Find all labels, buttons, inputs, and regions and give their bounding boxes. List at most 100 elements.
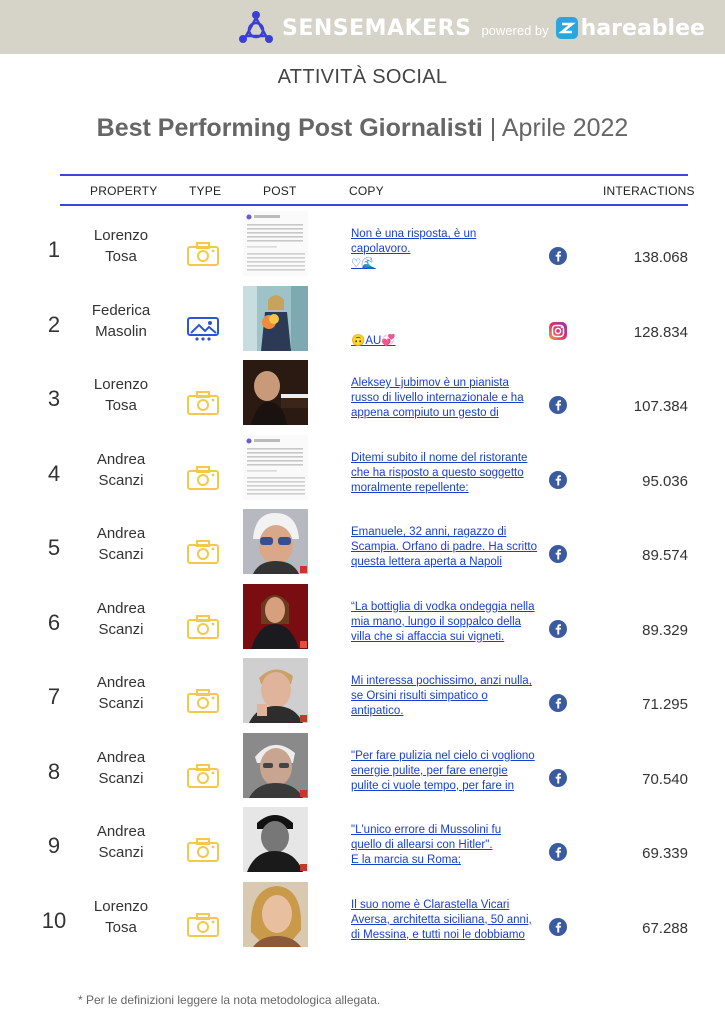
post-copy-line: moralmente repellente: — [351, 481, 469, 494]
table-row: 5 Andrea Scanzi Emanuele, 32 anni, ragazzo … — [0, 507, 725, 581]
post-thumbnail[interactable] — [243, 583, 308, 649]
facebook-icon — [549, 396, 567, 414]
top-banner: SENSEMAKERS powered by hareablee — [0, 0, 725, 54]
brand-powered-by: powered by — [481, 22, 549, 38]
interactions-value: 138.068 — [633, 249, 688, 266]
post-copy-link[interactable]: Non è una risposta, è un capolavoro. ♡🌊 — [351, 227, 541, 272]
partner-name: hareablee — [580, 15, 705, 41]
post-copy-line: Non è una risposta, è un — [351, 228, 477, 240]
post-thumbnail[interactable] — [243, 807, 308, 872]
post-copy-line: quello di allearsi con Hitler". — [351, 839, 493, 851]
post-thumbnail[interactable] — [243, 881, 308, 947]
rank-number: 3 — [47, 386, 61, 411]
column-header-type: TYPE — [189, 184, 222, 198]
post-copy-line: pulite ci vuole tempo, per fare in — [351, 779, 515, 792]
post-copy-link[interactable]: "Per fare pulizia nel cielo ci vogliono e… — [351, 749, 541, 794]
post-copy-line: “La bottiglia di vodka ondeggia nella — [351, 600, 535, 613]
table-row: 10 Lorenzo Tosa Il suo nome è Clarastella V… — [0, 880, 725, 954]
post-thumbnail[interactable] — [243, 434, 308, 500]
property-first-name: Lorenzo — [93, 376, 149, 393]
table-row: 4 Andrea Scanzi Ditemi subito il nome del r… — [0, 433, 725, 507]
post-copy-line: se Orsini risulti simpatico o — [351, 690, 488, 702]
post-copy-line: "Per fare pulizia nel cielo ci vogliono — [351, 749, 535, 762]
column-header-property: PROPERTY — [90, 184, 158, 198]
brand-name: SENSEMAKERS — [282, 15, 472, 41]
property-name: Andrea Scanzi — [82, 821, 160, 863]
partner-brand: hareablee — [555, 16, 705, 41]
post-copy-link[interactable]: “La bottiglia di vodka ondeggia nella mia… — [351, 600, 541, 645]
property-first-name: Lorenzo — [93, 227, 149, 244]
post-copy-line: Il suo nome è Clarastella Vicari — [351, 898, 510, 911]
post-thumbnail[interactable] — [243, 211, 308, 276]
post-copy-link[interactable]: Ditemi subito il nome del ristorante che … — [351, 451, 541, 496]
rank-number: 8 — [47, 758, 61, 784]
facebook-icon — [549, 843, 567, 861]
facebook-icon — [549, 768, 567, 787]
rank-number: 10 — [41, 907, 67, 933]
post-thumbnail[interactable] — [243, 658, 308, 723]
report-title-main: Best Performing Post Giornalisti — [96, 114, 483, 142]
property-first-name: Andrea — [96, 674, 146, 691]
sensemakers-logo-icon — [239, 11, 273, 43]
property-last-name: Tosa — [105, 918, 137, 936]
table-row: 2 Federica Masolin 🙃AU💞 128.834 — [0, 284, 725, 358]
post-copy-line: Ditemi subito il nome del ristorante — [351, 451, 528, 464]
property-last-name: Scanzi — [98, 769, 144, 787]
post-thumbnail[interactable] — [243, 732, 308, 798]
property-name: Andrea Scanzi — [82, 449, 160, 491]
property-name: Andrea Scanzi — [82, 523, 160, 565]
property-first-name: Andrea — [96, 748, 146, 766]
rank-number: 9 — [47, 833, 61, 858]
post-copy-line: mia mano, lungo il soppalco della — [351, 615, 522, 628]
photo-icon — [186, 390, 220, 416]
post-copy-line: Scampia. Orfano di padre. Ha scritto — [351, 541, 537, 553]
post-thumbnail[interactable] — [243, 285, 308, 351]
album-icon — [186, 316, 220, 342]
post-copy-link[interactable]: Aleksey Ljubimov è un pianista russo di l… — [351, 376, 541, 421]
property-first-name: Federica — [91, 301, 151, 319]
table-row: 7 Andrea Scanzi Mi interessa pochissimo, an… — [0, 656, 725, 730]
property-last-name: Tosa — [105, 397, 137, 414]
post-copy-link[interactable]: "L'unico errore di Mussolini fu quello di… — [351, 823, 541, 868]
post-thumbnail[interactable] — [243, 360, 308, 425]
rank-number: 2 — [47, 311, 61, 337]
post-copy-line: "L'unico errore di Mussolini fu — [351, 824, 502, 836]
report-title: Best Performing Post Giornalisti | April… — [0, 114, 725, 143]
facebook-icon — [549, 917, 567, 936]
post-copy-line: capolavoro. — [351, 243, 411, 255]
rank-number: 4 — [47, 460, 61, 486]
photo-icon — [186, 912, 220, 938]
interactions-value: 95.036 — [642, 472, 688, 490]
rank-number: 7 — [47, 684, 61, 709]
post-copy-line: Aversa, architetta siciliana, 50 anni, — [351, 913, 532, 926]
column-header-post: POST — [263, 184, 297, 198]
instagram-icon — [549, 321, 567, 340]
table-row: 9 Andrea Scanzi "L'unico errore di Mussolin… — [0, 805, 725, 879]
facebook-icon — [549, 247, 567, 265]
property-last-name: Masolin — [95, 322, 147, 340]
property-last-name: Scanzi — [98, 695, 144, 712]
rank-number: 6 — [47, 609, 61, 635]
property-name: Andrea Scanzi — [82, 598, 160, 640]
post-copy-line: Emanuele, 32 anni, ragazzo di — [351, 526, 507, 538]
interactions-value: 128.834 — [633, 323, 688, 341]
post-copy-line: appena compiuto un gesto di — [351, 407, 499, 419]
post-copy-link[interactable]: 🙃AU💞 — [351, 334, 541, 349]
property-name: Lorenzo Tosa — [82, 374, 160, 416]
post-copy-link[interactable]: Emanuele, 32 anni, ragazzo di Scampia. Or… — [351, 525, 541, 570]
table-row: 8 Andrea Scanzi "Per fare pulizia nel cielo… — [0, 731, 725, 805]
post-copy-link[interactable]: Mi interessa pochissimo, anzi nulla, se O… — [351, 674, 541, 719]
photo-icon — [186, 688, 220, 714]
header-rule-top — [60, 174, 688, 176]
section-title: ATTIVITÀ SOCIAL — [277, 66, 448, 88]
rank-number: 5 — [47, 535, 61, 560]
facebook-icon — [549, 619, 567, 638]
post-copy-line: di Messina, e tutti noi le dobbiamo — [351, 928, 525, 941]
property-first-name: Andrea — [96, 450, 146, 468]
photo-icon — [186, 539, 220, 565]
property-name: Federica Masolin — [82, 300, 160, 342]
post-copy-link[interactable]: Il suo nome è Clarastella Vicari Aversa, … — [351, 898, 541, 943]
facebook-icon — [549, 694, 567, 712]
post-thumbnail[interactable] — [243, 509, 308, 574]
interactions-value: 89.574 — [642, 547, 688, 564]
